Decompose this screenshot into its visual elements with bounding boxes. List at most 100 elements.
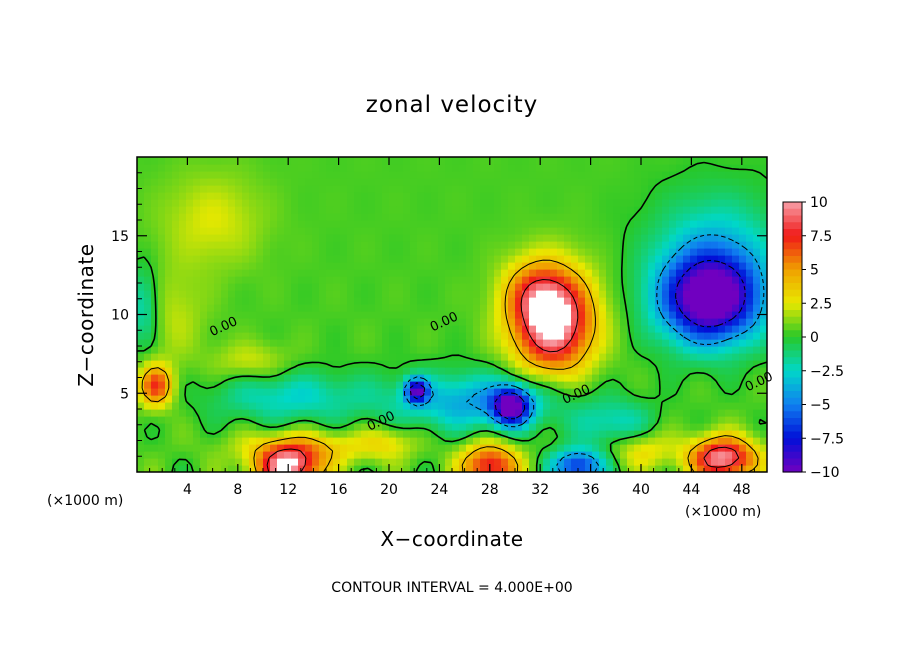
field-cell <box>578 311 586 319</box>
field-cell <box>655 171 663 179</box>
field-cell <box>319 409 327 417</box>
field-cell <box>172 451 180 459</box>
field-cell <box>648 325 656 333</box>
field-cell <box>494 416 502 424</box>
field-cell <box>228 458 236 466</box>
field-cell <box>151 192 159 200</box>
field-cell <box>207 451 215 459</box>
field-cell <box>662 199 670 207</box>
field-cell <box>158 332 166 340</box>
field-cell <box>270 192 278 200</box>
field-cell <box>186 234 194 242</box>
field-cell <box>550 430 558 438</box>
field-cell <box>564 402 572 410</box>
field-cell <box>179 192 187 200</box>
field-cell <box>382 241 390 249</box>
field-cell <box>193 269 201 277</box>
field-cell <box>634 290 642 298</box>
field-cell <box>571 255 579 263</box>
field-cell <box>452 276 460 284</box>
field-cell <box>277 304 285 312</box>
field-cell <box>424 325 432 333</box>
field-cell <box>599 234 607 242</box>
field-cell <box>235 164 243 172</box>
field-cell <box>711 276 719 284</box>
field-cell <box>585 465 593 472</box>
field-cell <box>676 262 684 270</box>
field-cell <box>354 178 362 186</box>
field-cell <box>284 290 292 298</box>
field-cell <box>690 220 698 228</box>
field-cell <box>760 367 767 375</box>
field-cell <box>340 255 348 263</box>
field-cell <box>676 332 684 340</box>
field-cell <box>312 304 320 312</box>
field-cell <box>550 255 558 263</box>
field-cell <box>410 276 418 284</box>
field-cell <box>564 164 572 172</box>
field-cell <box>536 311 544 319</box>
field-cell <box>557 283 565 291</box>
field-cell <box>263 276 271 284</box>
field-cell <box>221 409 229 417</box>
field-cell <box>669 402 677 410</box>
x-tick-label: 12 <box>279 482 297 498</box>
field-cell <box>473 234 481 242</box>
field-cell <box>424 374 432 382</box>
field-cell <box>487 269 495 277</box>
field-cell <box>585 416 593 424</box>
field-cell <box>522 199 530 207</box>
field-cell <box>361 416 369 424</box>
field-cell <box>151 213 159 221</box>
field-cell <box>242 178 250 186</box>
field-cell <box>396 381 404 389</box>
field-cell <box>186 185 194 193</box>
field-cell <box>536 227 544 235</box>
field-cell <box>529 269 537 277</box>
field-cell <box>382 374 390 382</box>
field-cell <box>704 423 712 431</box>
field-cell <box>228 178 236 186</box>
x-unit-right: (×1000 m) <box>685 504 761 520</box>
field-cell <box>284 360 292 368</box>
field-cell <box>753 416 761 424</box>
field-cell <box>179 444 187 452</box>
field-cell <box>508 262 516 270</box>
field-cell <box>718 234 726 242</box>
field-cell <box>382 395 390 403</box>
field-cell <box>158 227 166 235</box>
field-cell <box>193 465 201 472</box>
field-cell <box>466 395 474 403</box>
field-cell <box>620 423 628 431</box>
field-cell <box>690 241 698 249</box>
field-cell <box>368 367 376 375</box>
field-cell <box>214 444 222 452</box>
field-cell <box>291 178 299 186</box>
x-axis: 4 8 12 16 20 24 28 32 36 40 44 48 <box>149 157 755 498</box>
field-cell <box>235 241 243 249</box>
field-cell <box>347 304 355 312</box>
field-cell <box>137 206 145 214</box>
field-cell <box>753 423 761 431</box>
field-cell <box>641 402 649 410</box>
field-cell <box>543 360 551 368</box>
field-cell <box>473 367 481 375</box>
field-cell <box>361 409 369 417</box>
field-cell <box>676 311 684 319</box>
field-cell <box>270 444 278 452</box>
field-cell <box>368 451 376 459</box>
field-cell <box>571 451 579 459</box>
field-cell <box>221 178 229 186</box>
field-cell <box>410 297 418 305</box>
field-cell <box>431 213 439 221</box>
field-cell <box>606 339 614 347</box>
field-cell <box>284 388 292 396</box>
field-cell <box>487 346 495 354</box>
field-cell <box>494 164 502 172</box>
field-cell <box>578 164 586 172</box>
field-cell <box>760 206 767 214</box>
field-cell <box>732 339 740 347</box>
field-cell <box>382 409 390 417</box>
field-cell <box>235 276 243 284</box>
